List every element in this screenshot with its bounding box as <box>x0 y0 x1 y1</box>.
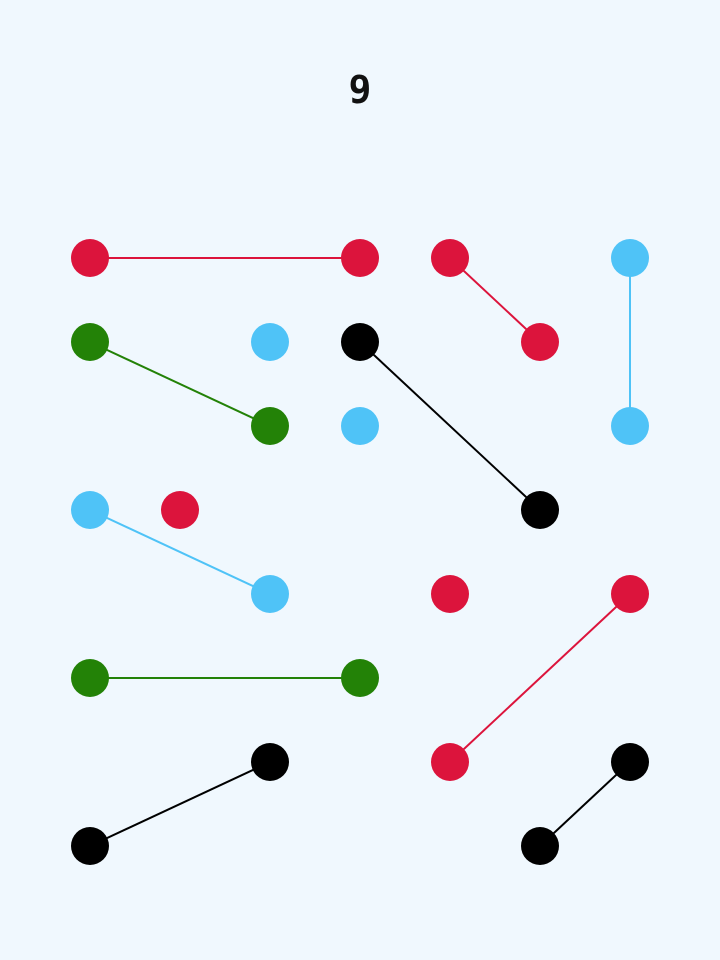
dot-black-d20[interactable] <box>251 743 289 781</box>
dot-black-d14[interactable] <box>521 491 559 529</box>
link-black-10 <box>539 761 631 847</box>
dot-blue-d10[interactable] <box>341 407 379 445</box>
link-red-8 <box>449 593 631 763</box>
dot-red-d21[interactable] <box>431 743 469 781</box>
link-black-5 <box>359 341 541 511</box>
dot-red-d2[interactable] <box>341 239 379 277</box>
dot-blue-d11[interactable] <box>611 407 649 445</box>
links-layer <box>89 257 631 847</box>
dot-green-d5[interactable] <box>71 323 109 361</box>
dot-red-d17[interactable] <box>611 575 649 613</box>
dot-blue-d15[interactable] <box>251 575 289 613</box>
dot-black-d22[interactable] <box>611 743 649 781</box>
link-blue-6 <box>89 509 271 595</box>
dot-red-d1[interactable] <box>71 239 109 277</box>
dot-green-d9[interactable] <box>251 407 289 445</box>
dot-red-d13[interactable] <box>161 491 199 529</box>
score-counter: 9 <box>348 68 372 112</box>
dot-black-d7[interactable] <box>341 323 379 361</box>
dot-black-d23[interactable] <box>71 827 109 865</box>
dot-red-d3[interactable] <box>431 239 469 277</box>
dot-red-d16[interactable] <box>431 575 469 613</box>
dot-green-d18[interactable] <box>71 659 109 697</box>
link-black-9 <box>89 761 271 847</box>
link-red-2 <box>449 257 541 343</box>
dot-blue-d6[interactable] <box>251 323 289 361</box>
link-green-4 <box>89 341 271 427</box>
dot-blue-d12[interactable] <box>71 491 109 529</box>
dot-blue-d4[interactable] <box>611 239 649 277</box>
dots-layer <box>71 239 649 865</box>
dot-red-d8[interactable] <box>521 323 559 361</box>
dot-black-d24[interactable] <box>521 827 559 865</box>
dot-green-d19[interactable] <box>341 659 379 697</box>
